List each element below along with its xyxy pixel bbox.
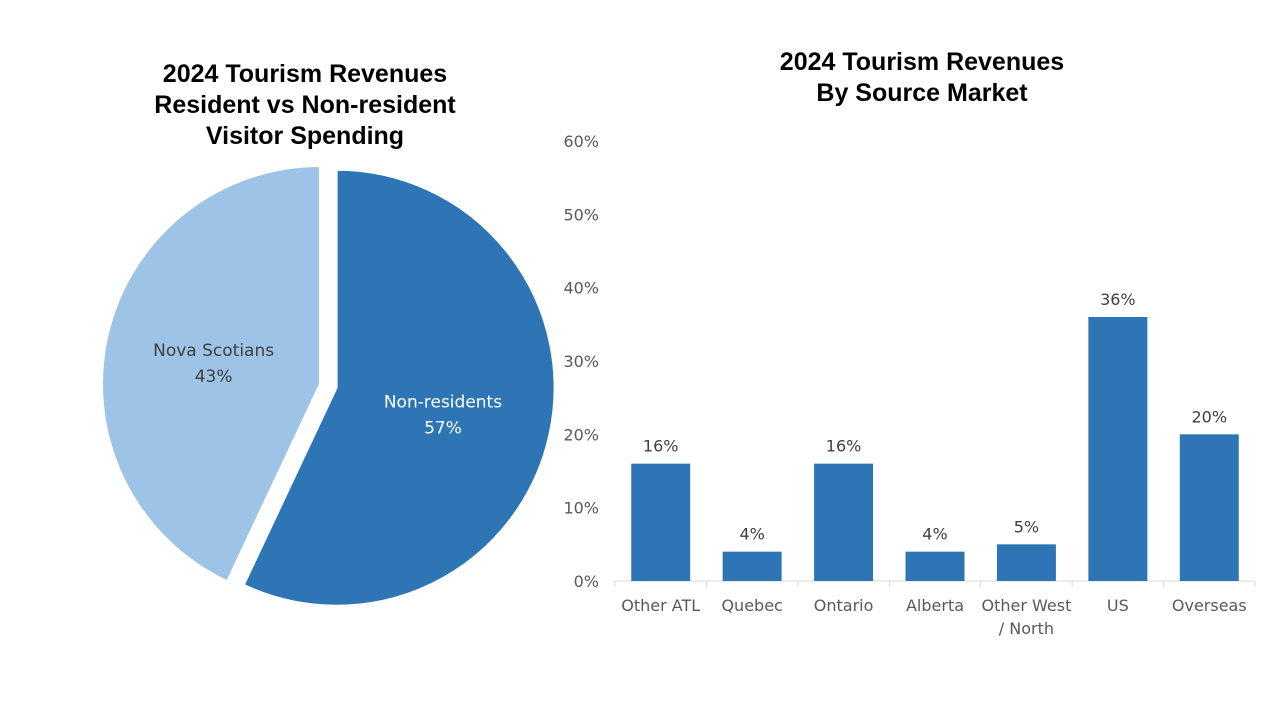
- pie-slice-non-residents: [242, 168, 556, 607]
- pie-slice-nova-scotians: [101, 164, 321, 583]
- x-tick-label: Other West: [981, 596, 1071, 615]
- x-tick-label: Alberta: [906, 596, 964, 615]
- bar-value-label: 36%: [1100, 290, 1136, 309]
- y-tick-label: 0%: [574, 572, 599, 591]
- y-tick-label: 10%: [563, 499, 599, 518]
- x-tick-label: Overseas: [1172, 596, 1247, 615]
- bar: [631, 463, 691, 581]
- x-tick-label: Quebec: [721, 596, 782, 615]
- bar-value-label: 4%: [922, 525, 947, 544]
- pie-slice-value-label: 57%: [424, 418, 462, 438]
- pie-title-line: 2024 Tourism Revenues: [162, 60, 448, 88]
- bar: [1179, 434, 1239, 581]
- pie-slice-label: Non-residents: [384, 392, 502, 412]
- y-tick-label: 20%: [563, 425, 599, 444]
- pie-title-line: Visitor Spending: [205, 122, 405, 150]
- bar-chart: 0% 10% 20% 30% 40% 50% 60% 16% Other ATL 4% Quebec…: [563, 132, 1256, 638]
- bar: [722, 551, 782, 581]
- y-tick-label: 40%: [563, 279, 599, 298]
- pie-slice-value-label: 43%: [195, 367, 233, 387]
- bar-value-label: 16%: [643, 437, 679, 456]
- pie-slice-label: Nova Scotians: [153, 341, 274, 361]
- bar: [996, 544, 1056, 581]
- bar-title-line: By Source Market: [816, 79, 1028, 107]
- pie-chart-title: 2024 Tourism Revenues Resident vs Non-re…: [105, 59, 505, 152]
- x-tick-label: US: [1107, 596, 1129, 615]
- bar-chart-title: 2024 Tourism Revenues By Source Market: [722, 47, 1122, 109]
- bar-value-label: 5%: [1014, 517, 1039, 536]
- bar-title-line: 2024 Tourism Revenues: [779, 48, 1065, 76]
- bar: [905, 551, 965, 581]
- bar-value-label: 4%: [739, 525, 764, 544]
- y-tick-label: 60%: [563, 132, 599, 151]
- bar-value-label: 20%: [1192, 407, 1228, 426]
- pie-chart: Non-residents 57% Nova Scotians 43%: [101, 164, 556, 607]
- y-tick-label: 50%: [563, 205, 599, 224]
- bar: [1088, 317, 1148, 581]
- bar-value-label: 16%: [826, 437, 862, 456]
- x-tick-label: Other ATL: [621, 596, 700, 615]
- pie-title-line: Resident vs Non-resident: [154, 91, 456, 119]
- bar: [814, 463, 874, 581]
- y-tick-label: 30%: [563, 352, 599, 371]
- x-tick-label: Ontario: [814, 596, 874, 615]
- x-tick-label: / North: [999, 619, 1054, 638]
